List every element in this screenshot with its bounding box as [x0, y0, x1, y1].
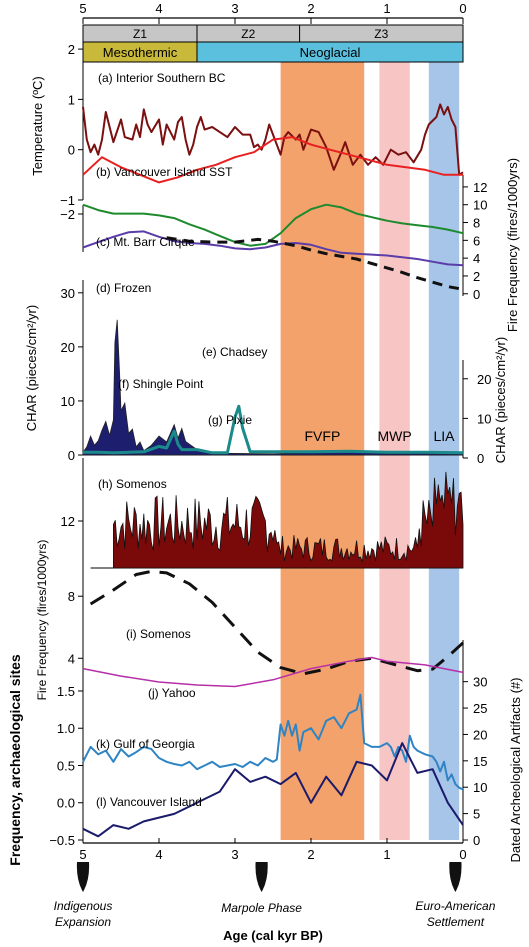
series-label: (d) Frozen	[96, 281, 151, 295]
event-label: Indigenous	[54, 899, 113, 913]
event-label: Euro-American	[415, 899, 495, 913]
bottom-x-tick-label: 2	[307, 847, 314, 862]
archaeology-right-tick-label: 10	[473, 780, 487, 795]
event-marker-drop	[255, 862, 268, 892]
archaeology-left-tick-label: −0.5	[49, 833, 75, 848]
fire-frequency-series-line	[166, 236, 464, 291]
phase-neoglacial	[196, 41, 464, 63]
archaeology-right-label: Dated Archeological Artifacts (#)	[508, 678, 523, 863]
archaeology-right-tick-label: 20	[473, 727, 487, 742]
bottom-x-tick-label: 5	[79, 847, 86, 862]
bottom-x-tick-label: 3	[231, 847, 238, 862]
top-x-tick-label: 0	[459, 1, 466, 16]
temperature-y-label: Temperature (ºC)	[30, 76, 45, 175]
archaeology-series-line	[82, 693, 464, 791]
char-y-label: CHAR (pieces/cm²/yr)	[24, 305, 39, 431]
period-label-lia: LIA	[433, 428, 455, 444]
temperature-y-tick-label: 2	[68, 42, 75, 57]
series-label: (f) Shingle Point	[118, 377, 204, 391]
temperature-series-line	[82, 136, 463, 184]
fire-frequency-right-tick-label: 2	[473, 269, 480, 284]
top-x-tick-label: 4	[155, 1, 162, 16]
char-y-tick-label: 20	[61, 340, 75, 355]
x-axis-title: Age (cal kyr BP)	[223, 928, 323, 943]
archaeology-right-tick-label: 15	[473, 754, 487, 769]
phase-label: Mesothermic	[103, 45, 178, 60]
archaeology-right-tick-label: 5	[473, 807, 480, 822]
zone-label: Z2	[241, 27, 255, 41]
axes	[78, 17, 468, 844]
phase-label: Neoglacial	[300, 45, 361, 60]
char-y-tick-label: 30	[61, 286, 75, 301]
temperature-y-tick-label: 1	[68, 92, 75, 107]
fire-frequency-right-tick-label: 4	[473, 251, 480, 266]
char-somenos-area	[113, 471, 464, 569]
fire-frequency-right-tick-label: 6	[473, 233, 480, 248]
series-label: (b) Vancouver Island SST	[96, 165, 233, 179]
archaeology-left-tick-label: 0.0	[57, 796, 75, 811]
archaeology-series-line	[82, 656, 464, 688]
fire-frequency-b-tick-label: 8	[68, 589, 75, 604]
series-label: (e) Chadsey	[202, 345, 267, 359]
archaeology-left-tick-label: 1.5	[57, 684, 75, 699]
series-label: (l) Vancouver Island	[96, 795, 202, 809]
archaeology-right-tick-label: 30	[473, 675, 487, 690]
period-label-fvfp: FVFP	[305, 428, 341, 444]
event-marker-drop	[449, 862, 462, 892]
fire-frequency-b-series-line	[89, 569, 465, 676]
series-label: (c) Mt. Barr Cirque	[96, 235, 195, 249]
event-marker-drop	[76, 862, 90, 892]
archaeology-right-tick-label: 0	[473, 833, 480, 848]
top-x-tick-label: 2	[307, 1, 314, 16]
zone-label: Z1	[133, 27, 147, 41]
fire-frequency-b-tick-label: 4	[68, 651, 75, 666]
series-label: (j) Yahoo	[148, 686, 196, 700]
archaeology-right-tick-label: 25	[473, 701, 487, 716]
event-label: Expansion	[55, 915, 111, 929]
fire-frequency-right-tick-label: 12	[473, 180, 487, 195]
event-label: Marpole Phase	[221, 901, 302, 915]
bottom-x-tick-label: 4	[155, 847, 162, 862]
fire-frequency-right-tick-label: 8	[473, 216, 480, 231]
archaeology-series-line	[82, 742, 464, 838]
top-x-tick-label: 1	[383, 1, 390, 16]
series-lines	[82, 103, 465, 838]
fire-frequency-series-line	[82, 203, 464, 247]
series-label: (k) Gulf of Georgia	[96, 737, 195, 751]
somenos-left-tick-label: 12	[61, 514, 75, 529]
fire-frequency-series-line	[82, 230, 464, 267]
char-y-tick-label: 0	[68, 448, 75, 463]
fire-frequency-b-label: Fire Frequency (fires/1000yrs)	[35, 540, 49, 701]
event-markers	[76, 862, 462, 892]
archaeology-left-tick-label: 1.0	[57, 721, 75, 736]
fire-frequency-right-label: Fire Frequency (fires/1000yrs)	[505, 158, 520, 332]
temperature-y-tick-label: 0	[68, 143, 75, 158]
series-label: (g) Pixie	[208, 413, 252, 427]
archaeology-left-label: Frequency, archaeological sites	[7, 654, 23, 866]
char-b-right-tick-label: 20	[477, 372, 491, 387]
series-label: (h) Somenos	[98, 477, 167, 491]
archaeology-left-tick-label: 0.5	[57, 758, 75, 773]
temperature-y-tick-label: −1	[60, 193, 75, 208]
event-label: Settlement	[427, 915, 485, 929]
char-y-tick-label: 10	[61, 394, 75, 409]
char-pixie-line	[83, 404, 464, 455]
char-b-right-label: CHAR (pieces/cm²/yr)	[493, 337, 508, 463]
bottom-x-tick-label: 1	[383, 847, 390, 862]
series-label: (i) Somenos	[126, 627, 191, 641]
char-b-right-tick-label: 0	[477, 451, 484, 466]
zone-label: Z3	[374, 27, 388, 41]
fire-frequency-right-tick-label: 10	[473, 198, 487, 213]
period-label-mwp: MWP	[377, 428, 411, 444]
top-x-tick-label: 3	[231, 1, 238, 16]
fire-frequency-right-tick-label: 0	[473, 287, 480, 302]
top-x-tick-label: 5	[79, 1, 86, 16]
bottom-x-tick-label: 0	[459, 847, 466, 862]
series-label: (a) Interior Southern BC	[98, 71, 226, 85]
temperature-series-line	[82, 103, 464, 176]
char-b-right-tick-label: 10	[477, 411, 491, 426]
temperature-y-tick-label: −2	[60, 207, 75, 222]
